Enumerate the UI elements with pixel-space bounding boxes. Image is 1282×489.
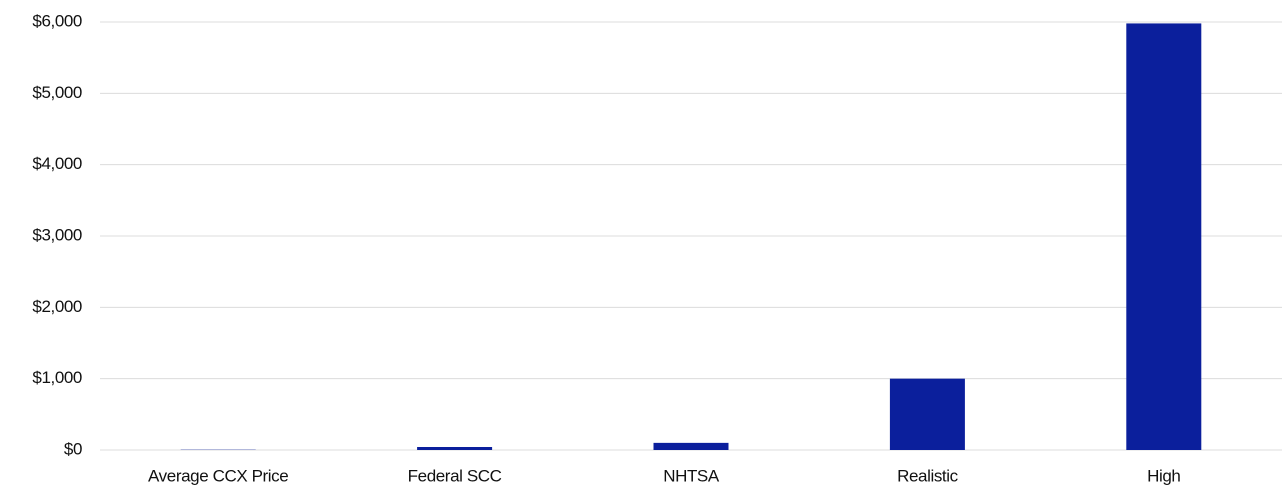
bar (417, 447, 493, 450)
x-tick-label: Average CCX Price (148, 466, 288, 485)
bar (889, 378, 965, 450)
y-tick-label: $1,000 (32, 368, 82, 387)
y-tick-label: $6,000 (32, 11, 82, 30)
y-tick-label: $2,000 (32, 297, 82, 316)
x-tick-label: Realistic (897, 466, 959, 485)
bar (653, 442, 729, 450)
y-tick-label: $5,000 (32, 83, 82, 102)
y-tick-label: $4,000 (32, 154, 82, 173)
y-tick-label: $0 (64, 439, 82, 458)
x-tick-label: Federal SCC (408, 466, 502, 485)
y-tick-label: $3,000 (32, 225, 82, 244)
x-tick-label: NHTSA (663, 466, 720, 485)
bar (1126, 23, 1202, 450)
x-tick-label: High (1147, 466, 1180, 485)
